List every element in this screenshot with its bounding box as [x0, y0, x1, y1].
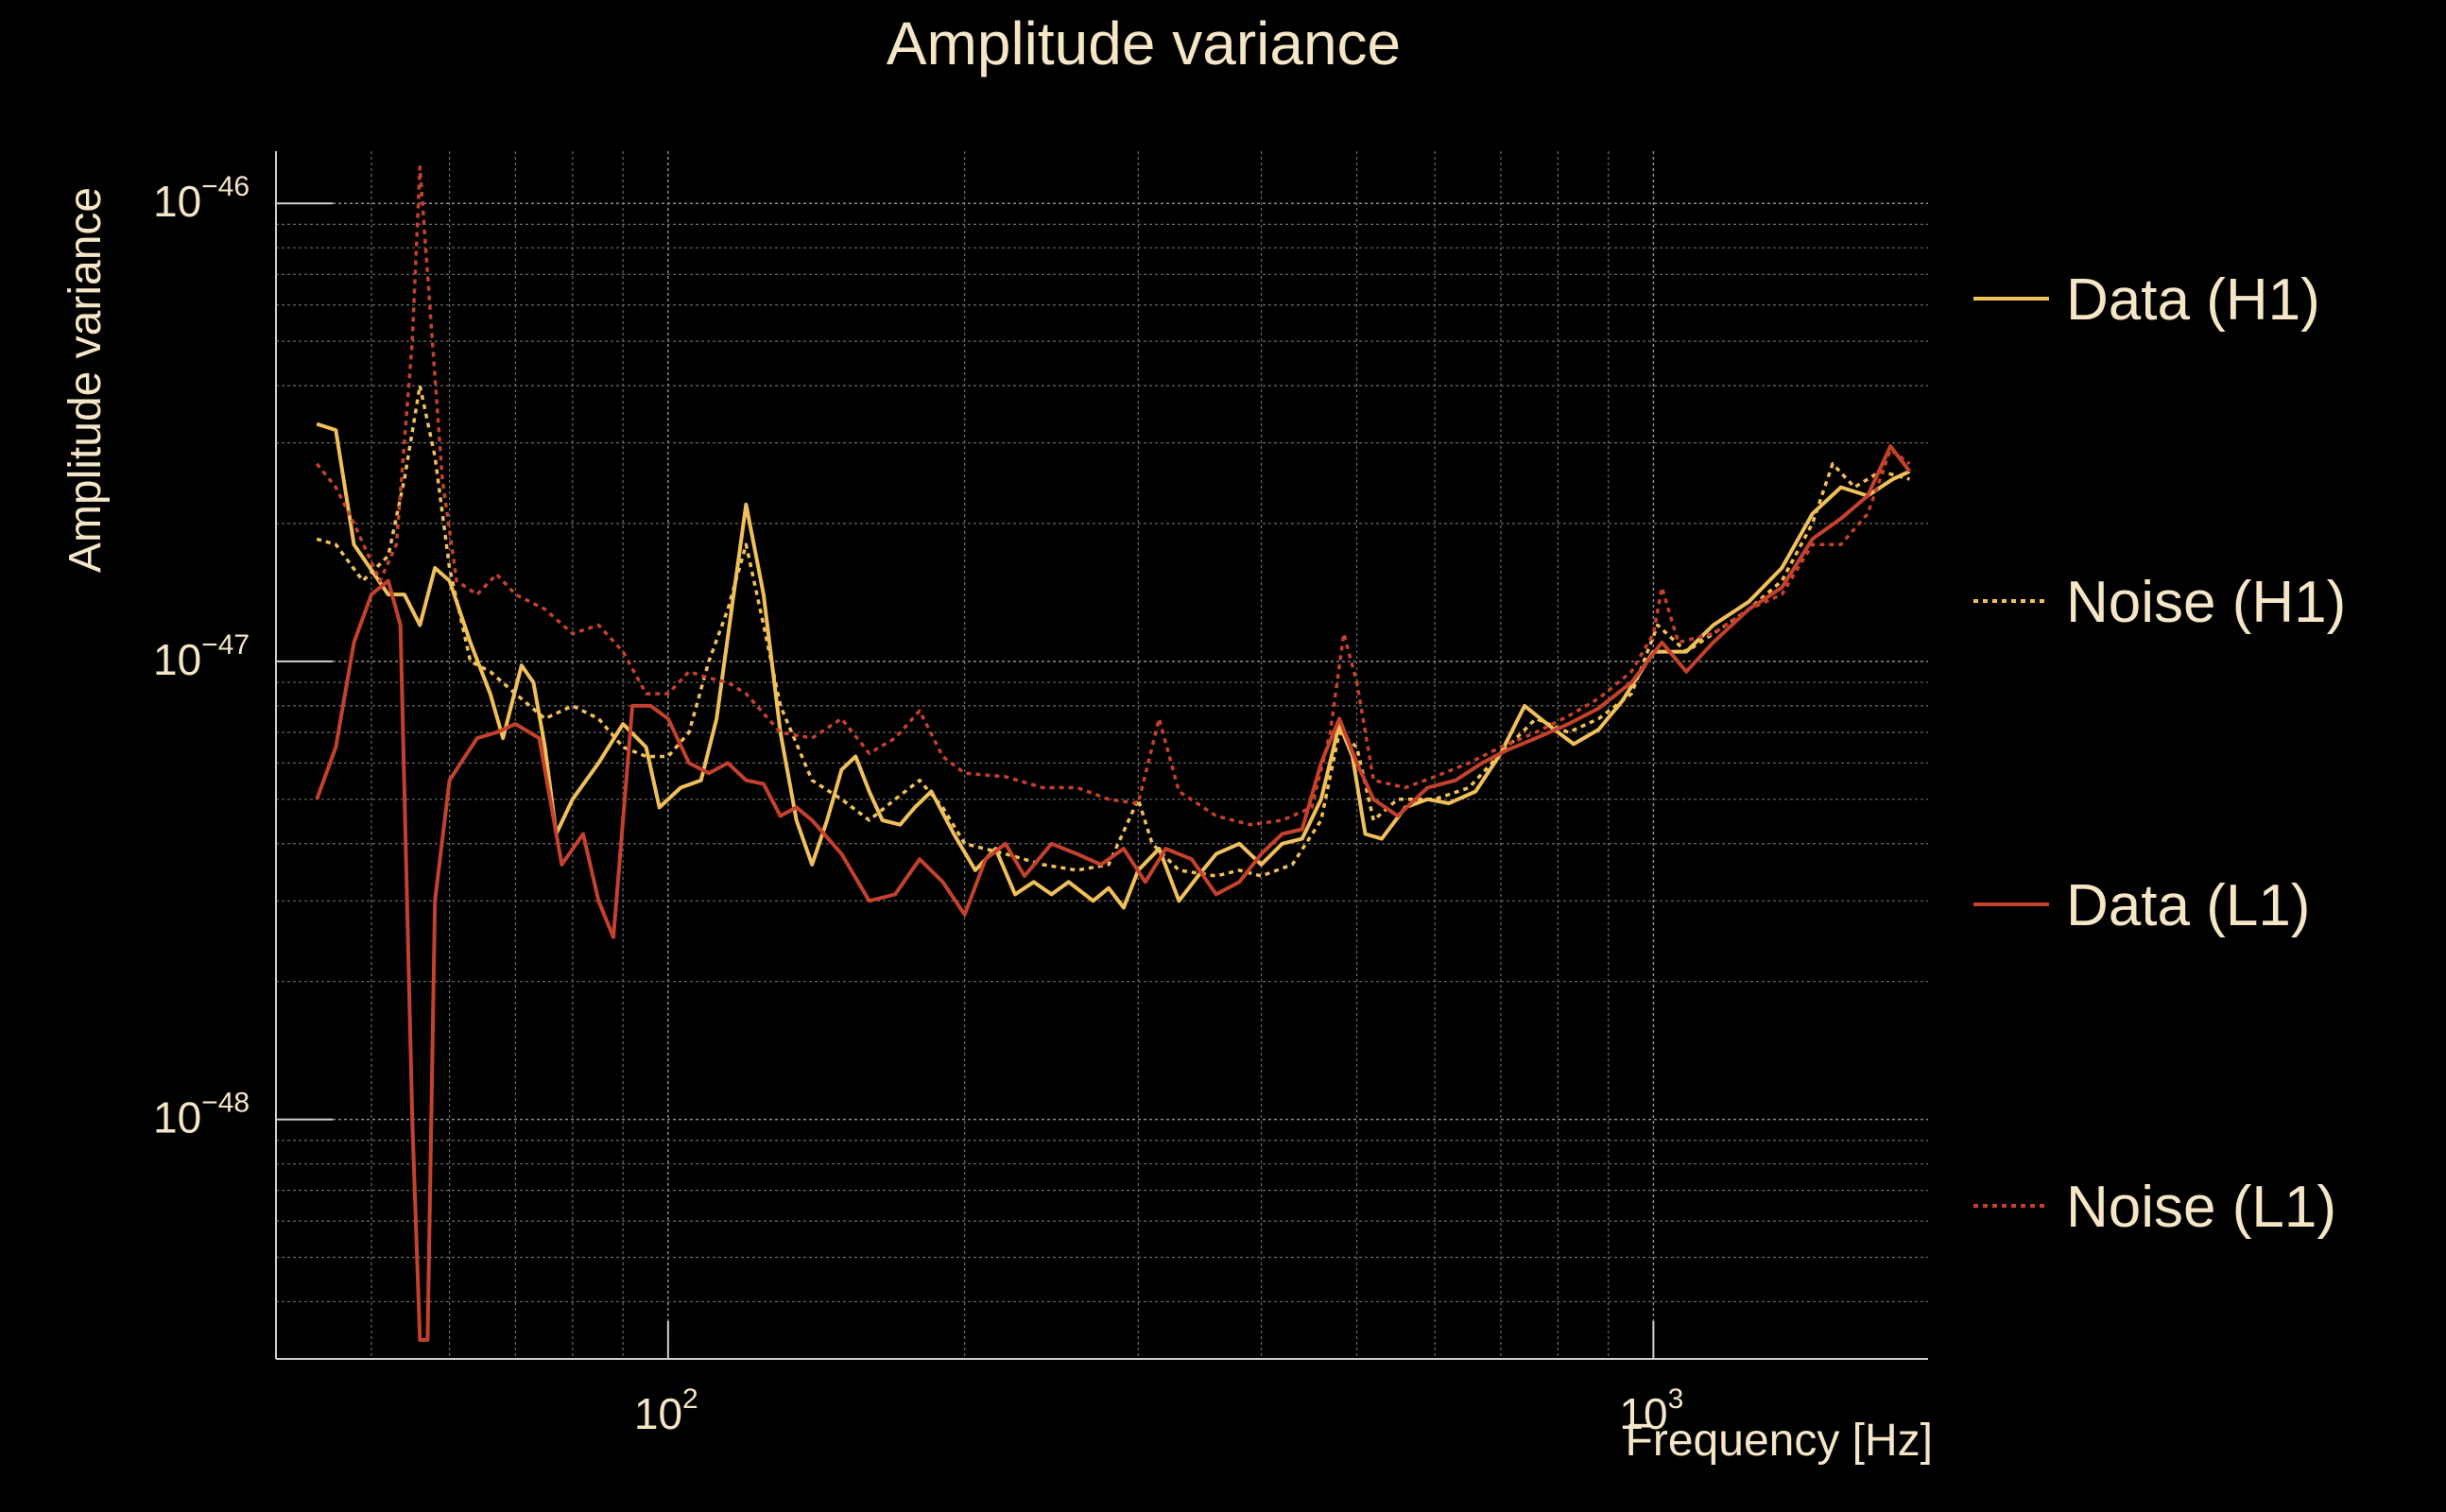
x-tick-base: 10: [634, 1389, 682, 1438]
x-tick-label: 103: [1619, 1383, 1683, 1438]
y-tick-label: 10−46: [153, 171, 250, 226]
y-tick-base: 10: [153, 635, 201, 684]
x-tick-base: 10: [1619, 1389, 1667, 1438]
axes: [275, 151, 1928, 1360]
legend-label: Data (L1): [2066, 873, 2310, 938]
y-tick-label: 10−48: [153, 1088, 250, 1143]
legend: Data (H1) Noise (H1) Data (L1) Noise (L1): [1973, 267, 2346, 1240]
series-line-3: [315, 165, 1911, 827]
legend-entry-2: Data (L1): [1973, 873, 2310, 938]
legend-entry-1: Noise (H1): [1973, 570, 2346, 635]
x-axis-label: Frequency [Hz]: [1626, 1416, 1933, 1466]
x-tick-exponent: 3: [1668, 1383, 1684, 1415]
legend-entry-3: Noise (L1): [1973, 1175, 2336, 1240]
x-tick-exponent: 2: [682, 1383, 698, 1415]
y-tick-exponent: −47: [201, 629, 250, 661]
series-line-0: [316, 421, 1911, 910]
y-tick-base: 10: [153, 1093, 201, 1143]
y-tick-base: 10: [153, 177, 201, 226]
series-line-2: [315, 444, 1912, 1342]
y-tick-exponent: −48: [201, 1088, 250, 1119]
y-tick-label: 10−47: [153, 629, 250, 684]
legend-label: Noise (L1): [2066, 1175, 2336, 1240]
series-line-1: [316, 384, 1910, 878]
series-lines: [315, 165, 1912, 1342]
chart-title: Amplitude variance: [887, 9, 1401, 77]
y-axis-label: Amplitude variance: [60, 187, 111, 573]
legend-label: Data (H1): [2066, 267, 2320, 333]
legend-label: Noise (H1): [2066, 570, 2346, 635]
y-tick-exponent: −46: [201, 171, 250, 202]
legend-entry-0: Data (H1): [1973, 267, 2320, 333]
x-tick-label: 102: [634, 1383, 698, 1438]
